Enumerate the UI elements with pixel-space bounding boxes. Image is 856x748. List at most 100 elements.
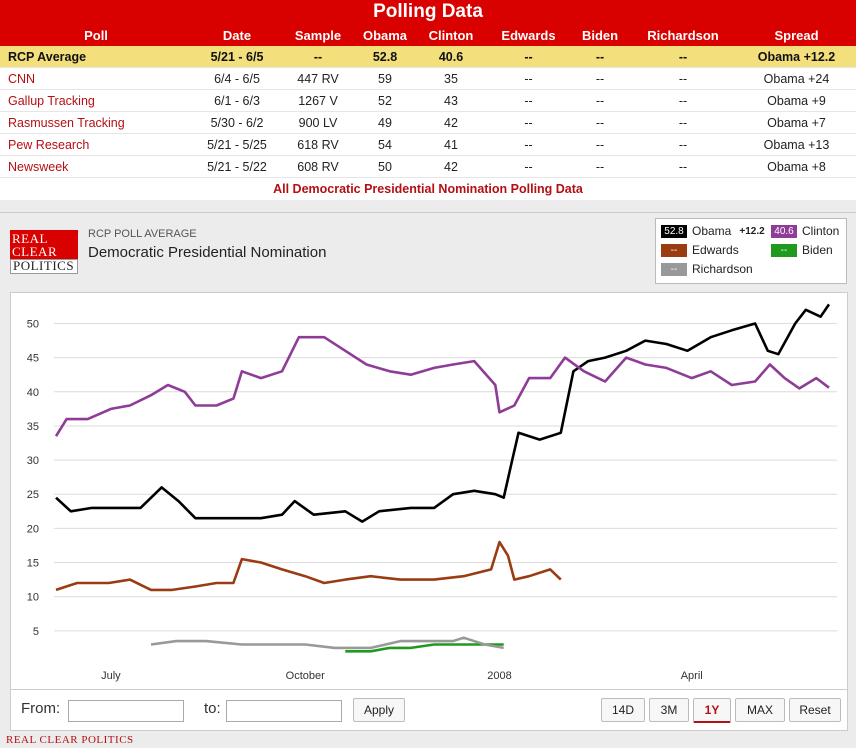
plot-area: 5 10 15 20 25 30 35 40 45 50 July October 2008 April [10, 292, 848, 690]
column-header: Biden [571, 24, 629, 46]
table-cell: -- [486, 155, 571, 178]
poll-row: CNN 6/4 - 6/5 447 RV 59 35 -- -- -- Obama +24 [0, 67, 856, 90]
table-cell: 42 [416, 155, 486, 178]
to-date-input[interactable] [226, 700, 342, 722]
table-cell: Obama +8 [737, 155, 856, 178]
from-date-input[interactable] [68, 700, 184, 722]
apply-button[interactable]: Apply [353, 698, 405, 722]
table-cell: 608 RV [282, 155, 354, 178]
table-cell: Obama +13 [737, 133, 856, 156]
y-tick-label: 45 [27, 353, 39, 365]
y-tick-label: 10 [27, 592, 39, 604]
table-cell: -- [629, 89, 737, 112]
all-polls-link[interactable]: All Democratic Presidential Nomination P… [273, 182, 583, 196]
column-header: Poll [0, 24, 192, 46]
table-cell: Obama +24 [737, 67, 856, 90]
poll-name-link[interactable]: Pew Research [0, 133, 192, 156]
legend-clinton[interactable]: 40.6 Clinton [771, 224, 839, 238]
legend-edwards-name: Edwards [692, 243, 739, 257]
y-tick-label: 30 [27, 455, 39, 467]
legend-clinton-value: 40.6 [771, 224, 797, 238]
series-line-biden [345, 643, 504, 653]
legend-biden-name: Biden [802, 243, 833, 257]
y-tick-label: 25 [27, 489, 39, 501]
table-cell: -- [629, 155, 737, 178]
table-cell: 6/1 - 6/3 [192, 89, 282, 112]
table-cell: 447 RV [282, 67, 354, 90]
table-cell: 5/30 - 6/2 [192, 111, 282, 134]
table-cell: -- [486, 133, 571, 156]
table-cell: 5/21 - 5/22 [192, 155, 282, 178]
table-cell: 54 [354, 133, 416, 156]
series-line-obama [55, 303, 831, 523]
all-polls-row: All Democratic Presidential Nomination P… [0, 178, 856, 201]
table-cell: -- [629, 46, 737, 68]
x-tick-label: July [101, 670, 121, 682]
range-14d-button[interactable]: 14D [601, 698, 645, 722]
table-cell: 6/4 - 6/5 [192, 67, 282, 90]
to-label: to: [204, 700, 221, 717]
legend-richardson-value: -- [661, 262, 687, 276]
y-tick-label: 20 [27, 523, 39, 535]
rcp-logo: REAL CLEAR POLITICS [10, 230, 78, 274]
poll-row: Rasmussen Tracking 5/30 - 6/2 900 LV 49 42 --… [0, 111, 856, 134]
legend-edwards[interactable]: -- Edwards [661, 243, 739, 257]
column-header: Edwards [486, 24, 571, 46]
legend-biden[interactable]: -- Biden [771, 243, 833, 257]
column-header: Richardson [629, 24, 737, 46]
poll-row: Gallup Tracking 6/1 - 6/3 1267 V 52 43 -- -- --… [0, 89, 856, 112]
y-tick-label: 50 [27, 318, 39, 330]
series-line-richardson [150, 636, 504, 650]
column-header: Spread [737, 24, 856, 46]
chart-title: Democratic Presidential Nomination [88, 244, 327, 261]
table-cell: 52 [354, 89, 416, 112]
y-tick-label: 40 [27, 387, 39, 399]
rcp-average-row: RCP Average 5/21 - 6/5 -- 52.8 40.6 -- -- -- Oba… [0, 46, 856, 68]
range-controls: From: to: Apply 14D 3M 1Y MAX Reset [10, 690, 848, 731]
table-cell: -- [571, 133, 629, 156]
chart-legend: 52.8 Obama +12.2 40.6 Clinton -- Edwards… [655, 218, 847, 284]
x-tick-label: April [681, 670, 703, 682]
legend-obama-spread: +12.2 [739, 225, 765, 237]
range-3m-button[interactable]: 3M [649, 698, 689, 722]
table-cell: -- [629, 111, 737, 134]
table-cell: 50 [354, 155, 416, 178]
poll-name-link[interactable]: Gallup Tracking [0, 89, 192, 112]
series-line-clinton [54, 335, 830, 437]
reset-button[interactable]: Reset [789, 698, 841, 722]
poll-row: Newsweek 5/21 - 5/22 608 RV 50 42 -- -- -- Obama… [0, 155, 856, 178]
table-cell: -- [486, 46, 571, 68]
table-cell: -- [571, 67, 629, 90]
x-tick-label: 2008 [487, 670, 511, 682]
legend-richardson[interactable]: -- Richardson [661, 262, 753, 276]
legend-obama[interactable]: 52.8 Obama +12.2 [661, 224, 765, 238]
y-tick-label: 15 [27, 558, 39, 570]
poll-name-link[interactable]: Rasmussen Tracking [0, 111, 192, 134]
table-cell: -- [486, 67, 571, 90]
table-cell: -- [571, 111, 629, 134]
table-cell: -- [571, 155, 629, 178]
column-header: Obama [354, 24, 416, 46]
line-chart: 5 10 15 20 25 30 35 40 45 50 July October 2008 April [27, 303, 837, 682]
column-header: Date [192, 24, 282, 46]
range-1y-button[interactable]: 1Y [693, 698, 731, 723]
y-tick-label: 35 [27, 421, 39, 433]
table-cell: 59 [354, 67, 416, 90]
table-cell: 52.8 [354, 46, 416, 68]
table-cell: Obama +7 [737, 111, 856, 134]
table-cell: 49 [354, 111, 416, 134]
table-cell: -- [571, 89, 629, 112]
table-cell: 35 [416, 67, 486, 90]
legend-obama-name: Obama [692, 224, 732, 238]
from-label: From: [21, 700, 61, 717]
poll-name-link[interactable]: Newsweek [0, 155, 192, 178]
table-cell: -- [629, 67, 737, 90]
table-cell: -- [571, 46, 629, 68]
table-cell: 5/21 - 5/25 [192, 133, 282, 156]
table-cell: 40.6 [416, 46, 486, 68]
legend-obama-value: 52.8 [661, 224, 687, 238]
legend-richardson-name: Richardson [692, 262, 753, 276]
column-header: Clinton [416, 24, 486, 46]
range-max-button[interactable]: MAX [735, 698, 785, 722]
poll-name-link[interactable]: CNN [0, 67, 192, 90]
